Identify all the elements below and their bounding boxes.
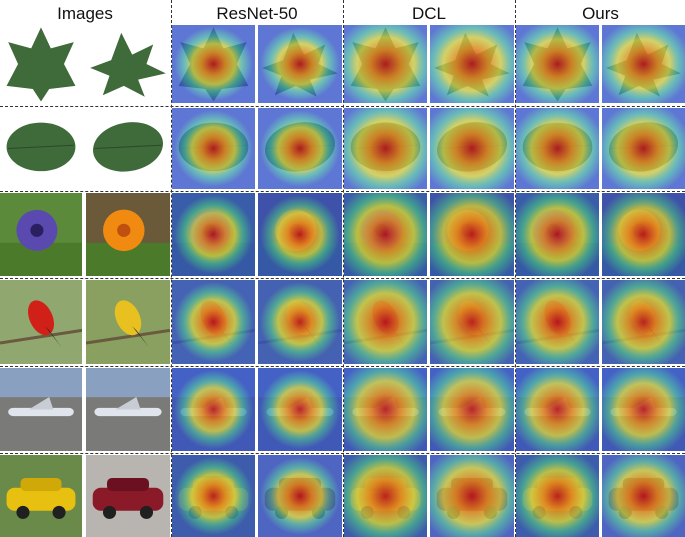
ours-maple-leaf-image-2: [602, 25, 685, 103]
dcl-aircraft-image-2: [430, 368, 514, 451]
row-separator: [0, 106, 685, 107]
column-separator: [171, 0, 172, 537]
dcl-maple-leaf-image-2: [430, 25, 514, 103]
images-car-image-1: [0, 455, 82, 537]
resnet-flower-image-1: [172, 193, 255, 276]
resnet-flower-image-2: [258, 193, 342, 276]
column-title-resnet-50: ResNet-50: [216, 4, 298, 23]
row-separator: [0, 278, 685, 279]
images-aircraft-image-1: [0, 368, 82, 451]
resnet-aircraft-image-2: [258, 368, 342, 451]
dcl-bird-image-2: [430, 280, 514, 364]
ours-car-image-1: [516, 455, 599, 537]
dcl-flower-image-1: [344, 193, 427, 276]
images-car-image-2: [86, 455, 170, 537]
resnet-maple-leaf-image-1: [172, 25, 255, 103]
resnet-oval-leaf-image-2: [258, 108, 342, 189]
ours-flower-image-2: [602, 193, 685, 276]
ours-oval-leaf-image-1: [516, 108, 599, 189]
dcl-aircraft-image-1: [344, 368, 427, 451]
images-oval-leaf-image-1: [0, 108, 82, 189]
dcl-bird-image-1: [344, 280, 427, 364]
ours-bird-image-2: [602, 280, 685, 364]
resnet-aircraft-image-1: [172, 368, 255, 451]
images-bird-image-2: [86, 280, 170, 364]
images-flower-image-1: [0, 193, 82, 276]
column-title-dcl: DCL: [411, 4, 446, 23]
column-title-ours: Ours: [582, 4, 619, 23]
column-title-images: Images: [57, 4, 113, 23]
ours-flower-image-1: [516, 193, 599, 276]
images-aircraft-image-2: [86, 368, 170, 451]
dcl-flower-image-2: [430, 193, 514, 276]
resnet-bird-image-2: [258, 280, 342, 364]
dcl-oval-leaf-image-2: [430, 108, 514, 189]
row-separator: [0, 453, 685, 454]
images-flower-image-2: [86, 193, 170, 276]
resnet-maple-leaf-image-2: [258, 25, 342, 103]
column-separator: [343, 0, 344, 537]
images-bird-image-1: [0, 280, 82, 364]
ours-bird-image-1: [516, 280, 599, 364]
column-separator: [515, 0, 516, 537]
dcl-oval-leaf-image-1: [344, 108, 427, 189]
ours-oval-leaf-image-2: [602, 108, 685, 189]
resnet-car-image-2: [258, 455, 342, 537]
ours-maple-leaf-image-1: [516, 25, 599, 103]
images-maple-leaf-image-2: [86, 25, 170, 103]
row-separator: [0, 366, 685, 367]
ours-aircraft-image-1: [516, 368, 599, 451]
dcl-car-image-1: [344, 455, 427, 537]
resnet-car-image-1: [172, 455, 255, 537]
images-oval-leaf-image-2: [86, 108, 170, 189]
dcl-maple-leaf-image-1: [344, 25, 427, 103]
ours-aircraft-image-2: [602, 368, 685, 451]
resnet-bird-image-1: [172, 280, 255, 364]
ours-car-image-2: [602, 455, 685, 537]
resnet-oval-leaf-image-1: [172, 108, 255, 189]
row-separator: [0, 191, 685, 192]
images-maple-leaf-image-1: [0, 25, 82, 103]
dcl-car-image-2: [430, 455, 514, 537]
